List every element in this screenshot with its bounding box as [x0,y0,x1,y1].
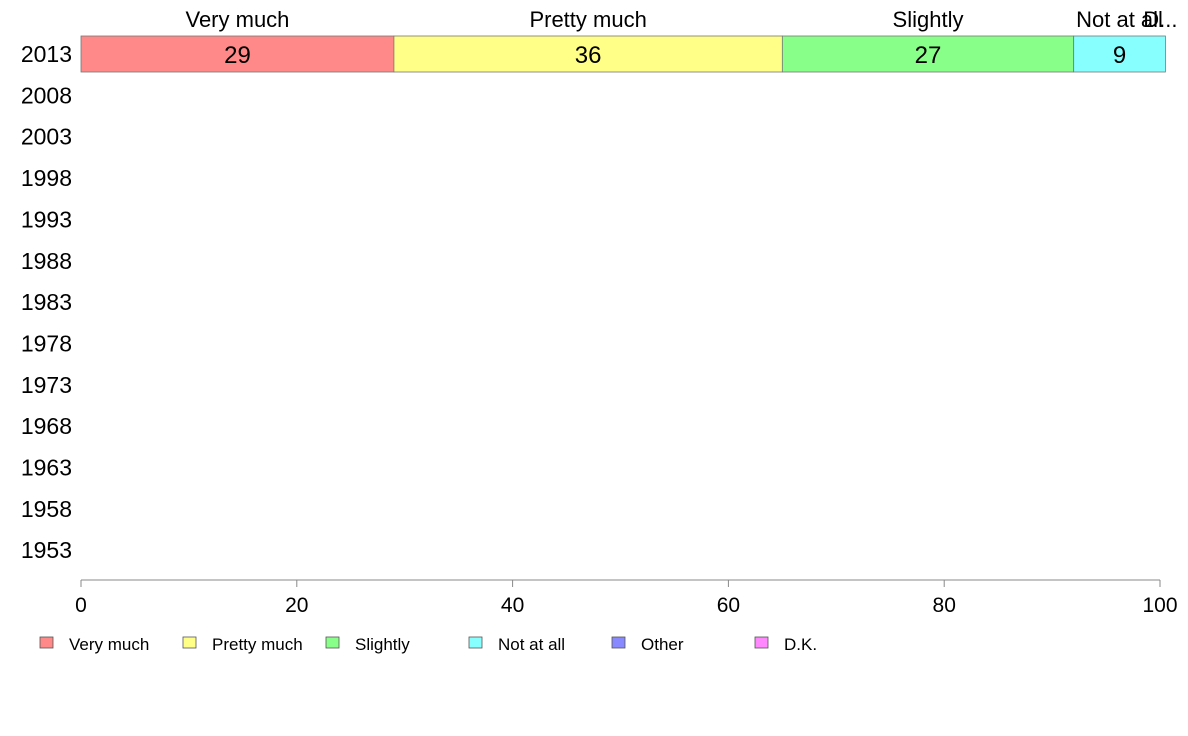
y-tick-label-1968: 1968 [21,413,72,439]
legend-label-other: Other [641,635,684,654]
y-tick-label-1973: 1973 [21,372,72,398]
bars-layer [80,35,1166,73]
x-tick-label-40: 40 [501,594,524,617]
y-tick-label-1953: 1953 [21,537,72,563]
top-label-d-k: D... [1143,7,1177,32]
legend-label-slightly: Slightly [355,635,410,654]
legend-swatch-very-much [39,636,54,649]
x-axis: 0 20 40 60 80 100 [75,579,1178,617]
y-tick-label-1998: 1998 [21,165,72,191]
x-tick-label-0: 0 [75,594,87,617]
data-label-very-much-2013: 29 [224,42,251,69]
top-label-pretty-much: Pretty much [529,7,646,32]
x-tick-label-100: 100 [1142,594,1177,617]
y-tick-label-2013: 2013 [21,41,72,67]
x-tick-label-80: 80 [933,594,956,617]
x-tick-label-20: 20 [285,594,308,617]
y-tick-label-1963: 1963 [21,455,72,481]
y-tick-label-1988: 1988 [21,248,72,274]
data-label-slightly-2013: 27 [915,42,942,69]
legend-label-d-k: D.K. [784,635,817,654]
legend-label-not-at-all: Not at all [498,635,565,654]
x-tick-label-60: 60 [717,594,740,617]
top-label-slightly: Slightly [893,7,964,32]
legend-swatch-not-at-all [468,636,483,649]
bar-very-much-2013 [80,35,395,73]
data-label-pretty-much-2013: 36 [575,42,602,69]
bar-not-at-all-2013 [1073,35,1166,73]
legend: Very much Pretty much Slightly Not at all Ot… [39,635,817,654]
y-axis-labels: 2013 2008 2003 1998 1993 1988 1983 1978 1973 1968… [21,41,72,563]
legend-label-very-much: Very much [69,635,149,654]
y-tick-label-1993: 1993 [21,206,72,232]
y-tick-label-1958: 1958 [21,496,72,522]
bar-pretty-much-2013 [393,35,783,73]
legend-swatch-d-k [754,636,769,649]
bar-labels-layer: 29 36 27 9 [224,42,1126,69]
y-tick-label-1983: 1983 [21,289,72,315]
y-tick-label-2008: 2008 [21,82,72,108]
legend-swatch-pretty-much [182,636,197,649]
top-labels-layer: Very much Pretty much Slightly Not at allD.… [185,7,1177,32]
top-label-very-much: Very much [185,7,289,32]
data-label-not-at-all-2013: 9 [1113,42,1126,69]
top-label-not-at-all: Not at all [1076,7,1163,32]
legend-swatch-other [611,636,626,649]
bar-slightly-2013 [781,35,1075,73]
legend-label-pretty-much: Pretty much [212,635,303,654]
y-tick-label-2003: 2003 [21,124,72,150]
legend-swatch-slightly [325,636,340,649]
y-tick-label-1978: 1978 [21,330,72,356]
